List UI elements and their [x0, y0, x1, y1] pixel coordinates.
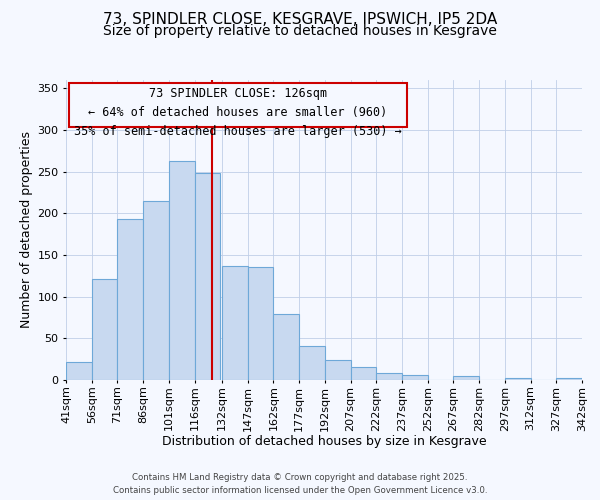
Bar — [222, 266, 248, 380]
Text: 73 SPINDLER CLOSE: 126sqm
← 64% of detached houses are smaller (960)
35% of semi: 73 SPINDLER CLOSE: 126sqm ← 64% of detac… — [74, 88, 401, 138]
Bar — [248, 266, 274, 380]
Bar — [376, 372, 402, 380]
Bar — [194, 174, 220, 380]
Bar — [299, 346, 325, 380]
Bar — [505, 378, 530, 380]
Bar — [454, 376, 479, 380]
Text: Contains HM Land Registry data © Crown copyright and database right 2025.
Contai: Contains HM Land Registry data © Crown c… — [113, 474, 487, 495]
Bar — [325, 360, 350, 380]
Bar — [169, 161, 194, 380]
Bar — [92, 279, 118, 380]
FancyBboxPatch shape — [68, 83, 407, 126]
Bar — [556, 378, 582, 380]
Bar — [118, 219, 143, 380]
Bar — [274, 314, 299, 380]
Y-axis label: Number of detached properties: Number of detached properties — [20, 132, 33, 328]
Bar — [402, 375, 428, 380]
X-axis label: Distribution of detached houses by size in Kesgrave: Distribution of detached houses by size … — [161, 435, 487, 448]
Text: 73, SPINDLER CLOSE, KESGRAVE, IPSWICH, IP5 2DA: 73, SPINDLER CLOSE, KESGRAVE, IPSWICH, I… — [103, 12, 497, 28]
Bar — [350, 366, 376, 380]
Bar — [66, 362, 92, 380]
Bar — [143, 201, 169, 380]
Text: Size of property relative to detached houses in Kesgrave: Size of property relative to detached ho… — [103, 24, 497, 38]
